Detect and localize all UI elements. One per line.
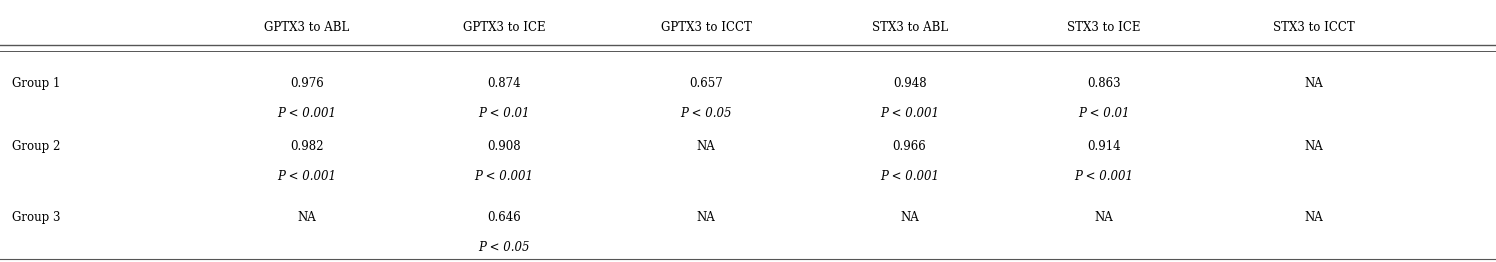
Text: 0.948: 0.948 — [893, 77, 926, 90]
Text: STX3 to ICCT: STX3 to ICCT — [1273, 21, 1354, 34]
Text: NA: NA — [697, 211, 715, 224]
Text: GPTX3 to ICCT: GPTX3 to ICCT — [661, 21, 751, 34]
Text: Group 2: Group 2 — [12, 140, 60, 153]
Text: 0.982: 0.982 — [290, 140, 323, 153]
Text: GPTX3 to ABL: GPTX3 to ABL — [265, 21, 349, 34]
Text: 0.914: 0.914 — [1088, 140, 1121, 153]
Text: P < 0.001: P < 0.001 — [277, 107, 337, 121]
Text: STX3 to ABL: STX3 to ABL — [872, 21, 947, 34]
Text: NA: NA — [1305, 77, 1322, 90]
Text: P < 0.05: P < 0.05 — [479, 241, 530, 254]
Text: NA: NA — [298, 211, 316, 224]
Text: Group 3: Group 3 — [12, 211, 60, 224]
Text: P < 0.001: P < 0.001 — [880, 107, 939, 121]
Text: 0.874: 0.874 — [488, 77, 521, 90]
Text: NA: NA — [1305, 140, 1322, 153]
Text: STX3 to ICE: STX3 to ICE — [1067, 21, 1141, 34]
Text: P < 0.001: P < 0.001 — [1074, 170, 1134, 183]
Text: P < 0.001: P < 0.001 — [277, 170, 337, 183]
Text: 0.863: 0.863 — [1088, 77, 1121, 90]
Text: 0.976: 0.976 — [290, 77, 323, 90]
Text: Group 1: Group 1 — [12, 77, 60, 90]
Text: 0.657: 0.657 — [690, 77, 723, 90]
Text: P < 0.01: P < 0.01 — [479, 107, 530, 121]
Text: P < 0.001: P < 0.001 — [474, 170, 534, 183]
Text: NA: NA — [1305, 211, 1322, 224]
Text: 0.646: 0.646 — [488, 211, 521, 224]
Text: NA: NA — [901, 211, 919, 224]
Text: GPTX3 to ICE: GPTX3 to ICE — [462, 21, 546, 34]
Text: 0.966: 0.966 — [893, 140, 926, 153]
Text: P < 0.01: P < 0.01 — [1079, 107, 1129, 121]
Text: P < 0.001: P < 0.001 — [880, 170, 939, 183]
Text: P < 0.05: P < 0.05 — [681, 107, 732, 121]
Text: 0.908: 0.908 — [488, 140, 521, 153]
Text: NA: NA — [697, 140, 715, 153]
Text: NA: NA — [1095, 211, 1113, 224]
